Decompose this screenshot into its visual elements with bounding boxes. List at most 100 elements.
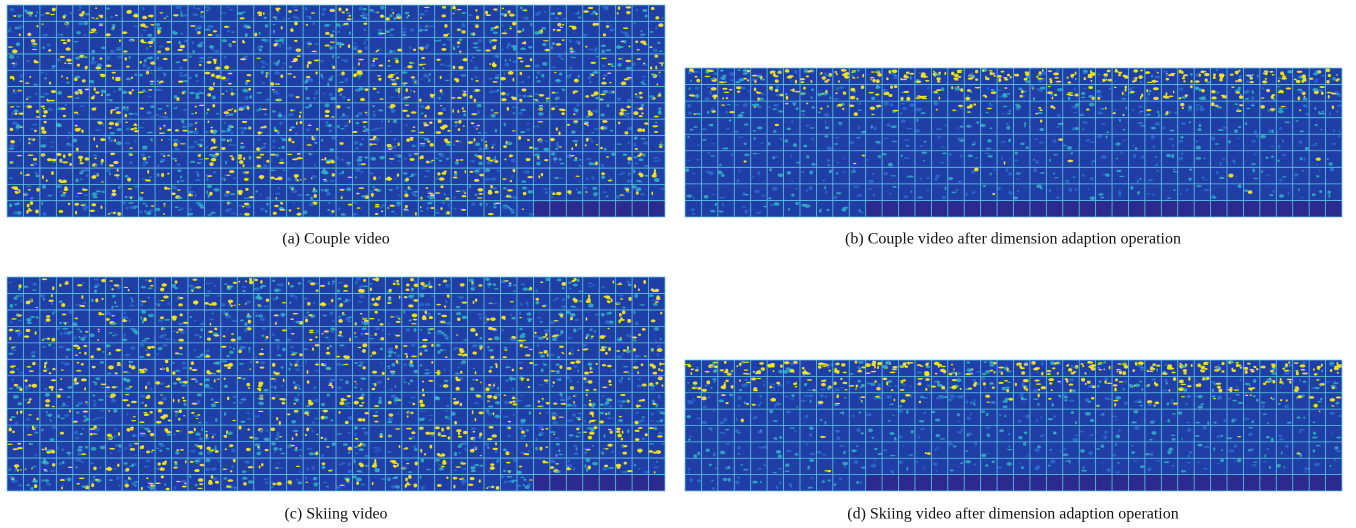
activation [336, 105, 340, 108]
activation [59, 300, 63, 303]
activation [357, 207, 361, 209]
activation [868, 180, 874, 183]
activation [113, 161, 119, 164]
activation [785, 93, 787, 96]
activation [273, 90, 279, 93]
activation [240, 17, 245, 19]
activation [1173, 171, 1178, 172]
activation [636, 191, 639, 195]
activation [1238, 126, 1241, 128]
activation [456, 159, 459, 161]
activation [608, 347, 611, 351]
activation [618, 122, 620, 125]
activation [1082, 72, 1088, 74]
activation [44, 321, 46, 324]
activation [1228, 140, 1231, 143]
activation [722, 88, 727, 90]
activation [229, 9, 233, 11]
activation [127, 404, 130, 406]
activation [174, 108, 178, 109]
activation [586, 317, 588, 320]
activation [274, 178, 278, 180]
activation [264, 114, 267, 115]
activation [332, 66, 335, 69]
activation [444, 368, 446, 371]
activation [66, 58, 71, 61]
activation [276, 320, 278, 321]
activation [505, 10, 507, 11]
activation [221, 346, 226, 348]
activation [1081, 97, 1085, 99]
activation [307, 370, 309, 374]
activation [231, 212, 236, 214]
activation [411, 363, 413, 366]
activation [181, 119, 184, 123]
activation [811, 89, 814, 91]
activation [346, 13, 351, 14]
activation [818, 111, 821, 113]
activation [34, 84, 38, 86]
activation [843, 207, 848, 209]
activation [720, 69, 723, 71]
activation [658, 368, 660, 371]
activation [129, 147, 132, 149]
activation [233, 177, 236, 179]
activation [511, 159, 515, 163]
activation [358, 78, 360, 80]
activation [125, 122, 128, 123]
activation [144, 317, 147, 321]
activation [590, 367, 592, 371]
activation [147, 180, 150, 181]
activation [779, 72, 781, 74]
activation [1211, 102, 1215, 106]
activation [802, 113, 805, 116]
activation [1137, 180, 1139, 184]
activation [1219, 73, 1225, 77]
activation [238, 350, 242, 353]
activation [577, 381, 579, 382]
activation [258, 131, 260, 135]
activation [25, 388, 28, 391]
activation [1068, 97, 1071, 101]
activation [655, 122, 658, 124]
activation [49, 195, 51, 197]
activation [297, 207, 300, 209]
activation [1107, 70, 1111, 73]
activation [31, 39, 36, 43]
activation [326, 161, 330, 163]
activation [325, 337, 328, 339]
activation [221, 12, 227, 13]
activation [1048, 86, 1051, 87]
activation [446, 322, 450, 325]
activation [574, 299, 578, 303]
activation [822, 76, 826, 80]
activation [40, 14, 44, 16]
activation [259, 45, 263, 47]
activation [390, 97, 394, 98]
activation [1261, 97, 1265, 98]
activation [1036, 88, 1039, 90]
activation [315, 330, 319, 333]
activation [358, 364, 362, 366]
activation [541, 368, 544, 372]
activation [934, 91, 937, 94]
activation [405, 88, 407, 92]
activation [512, 22, 516, 26]
activation [413, 145, 417, 146]
activation [57, 33, 62, 35]
activation [490, 185, 493, 188]
activation [1099, 108, 1102, 110]
activation [504, 349, 507, 351]
activation [346, 187, 351, 191]
activation [1196, 104, 1200, 106]
activation [825, 126, 829, 129]
activation [95, 91, 99, 93]
activation [226, 175, 230, 176]
activation [409, 62, 415, 64]
activation [290, 66, 292, 67]
activation [610, 24, 612, 26]
activation [1151, 135, 1156, 139]
activation [935, 178, 938, 181]
activation [456, 312, 461, 315]
activation [1265, 175, 1271, 176]
